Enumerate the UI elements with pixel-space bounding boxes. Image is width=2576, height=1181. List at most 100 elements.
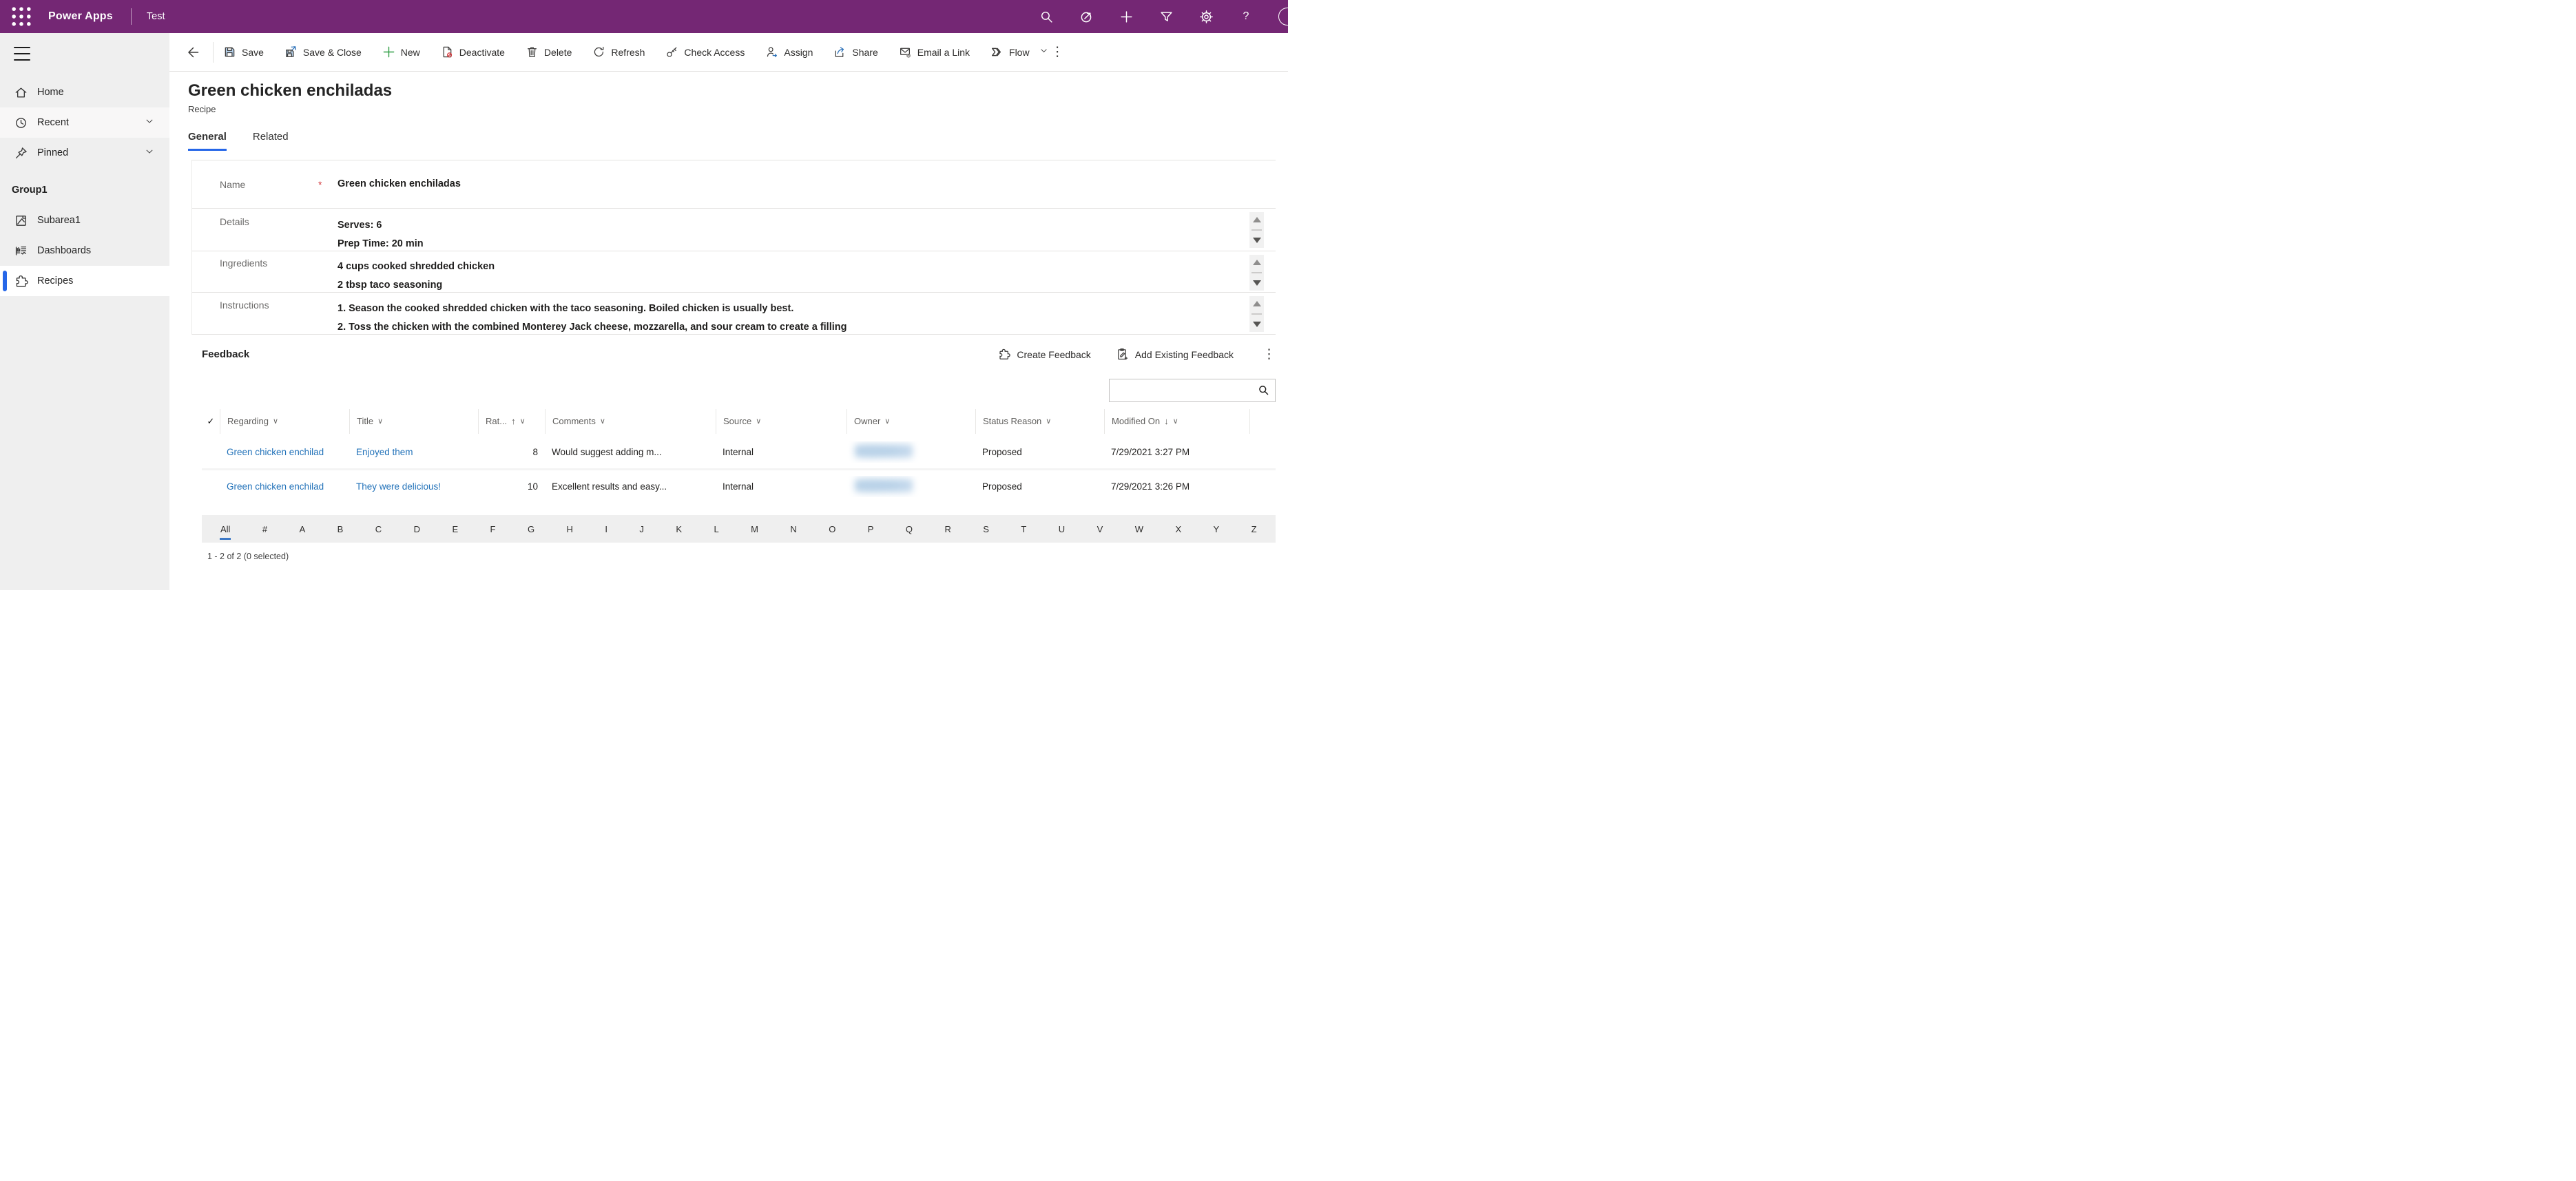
feedback-row[interactable]: Green chicken enchilad They were deliciou… bbox=[202, 468, 1276, 503]
scroll-up-icon[interactable] bbox=[1252, 217, 1261, 222]
jump-to-s[interactable]: S bbox=[983, 523, 989, 534]
delete-button[interactable]: Delete bbox=[526, 45, 572, 59]
column-header-regarding[interactable]: Regarding ∨ bbox=[220, 408, 349, 434]
jump-to-n[interactable]: N bbox=[790, 523, 797, 534]
sidebar-item-dashboards[interactable]: Dashboards bbox=[0, 236, 169, 266]
feedback-overflow-icon[interactable]: ⋮ bbox=[1263, 347, 1276, 362]
back-arrow-icon[interactable] bbox=[181, 41, 205, 64]
launch-compass-icon[interactable] bbox=[1079, 9, 1094, 24]
flow-chevron-down-icon[interactable] bbox=[1039, 46, 1048, 59]
scroll-up-icon[interactable] bbox=[1252, 301, 1261, 306]
tab-general[interactable]: General bbox=[188, 131, 227, 151]
name-field-value[interactable]: Green chicken enchiladas bbox=[337, 178, 461, 189]
column-header-comments[interactable]: Comments ∨ bbox=[545, 408, 716, 434]
jump-to-w[interactable]: W bbox=[1134, 523, 1143, 534]
jump-to-j[interactable]: J bbox=[639, 523, 644, 534]
column-header-rat-[interactable]: Rat... ↑ ∨ bbox=[478, 408, 545, 434]
share-button[interactable]: Share bbox=[833, 45, 878, 59]
email-link-button[interactable]: Email a Link bbox=[899, 45, 970, 59]
sidebar-item-pinned[interactable]: Pinned bbox=[0, 138, 169, 168]
title-link[interactable]: They were delicious! bbox=[356, 481, 442, 492]
add-existing-feedback-button[interactable]: Add Existing Feedback bbox=[1116, 348, 1234, 361]
jump-to-q[interactable]: Q bbox=[905, 523, 913, 534]
refresh-button[interactable]: Refresh bbox=[592, 45, 645, 59]
feedback-row[interactable]: Green chicken enchilad Enjoyed them 8 Would… bbox=[202, 434, 1276, 468]
tab-related[interactable]: Related bbox=[252, 131, 289, 143]
jump-to-v[interactable]: V bbox=[1097, 523, 1103, 534]
jump-to-i[interactable]: I bbox=[605, 523, 607, 534]
search-icon[interactable] bbox=[1257, 384, 1270, 400]
sidebar-item-recent[interactable]: Recent bbox=[0, 107, 169, 138]
column-header-title[interactable]: Title ∨ bbox=[349, 408, 478, 434]
deactivate-button[interactable]: Deactivate bbox=[441, 45, 505, 59]
jump-to-a[interactable]: A bbox=[299, 523, 306, 534]
instructions-scroll-stepper[interactable] bbox=[1249, 296, 1264, 332]
jump-to-r[interactable]: R bbox=[944, 523, 951, 534]
sidebar-item-recipes[interactable]: Recipes bbox=[0, 266, 169, 296]
settings-gear-icon[interactable] bbox=[1198, 9, 1214, 24]
create-feedback-button[interactable]: Create Feedback bbox=[997, 348, 1091, 361]
general-form: Name * Green chicken enchiladas Details … bbox=[191, 160, 1276, 335]
column-header-modified-on[interactable]: Modified On ↓ ∨ bbox=[1104, 408, 1250, 434]
dashboards-icon bbox=[14, 244, 28, 258]
scroll-down-icon[interactable] bbox=[1252, 238, 1261, 243]
jump-to-c[interactable]: C bbox=[375, 523, 382, 534]
column-header-source[interactable]: Source ∨ bbox=[716, 408, 846, 434]
sidebar-item-subarea1[interactable]: Subarea1 bbox=[0, 205, 169, 236]
regarding-link[interactable]: Green chicken enchilad bbox=[227, 481, 324, 492]
jump-to-y[interactable]: Y bbox=[1213, 523, 1220, 534]
jump-to-u[interactable]: U bbox=[1058, 523, 1066, 534]
jump-to-k[interactable]: K bbox=[676, 523, 682, 534]
quick-create-plus-icon[interactable] bbox=[1119, 9, 1134, 24]
assign-person-icon bbox=[767, 47, 778, 58]
jump-to-m[interactable]: M bbox=[751, 523, 758, 534]
column-header-status-reason[interactable]: Status Reason ∨ bbox=[975, 408, 1104, 434]
new-button[interactable]: New bbox=[382, 45, 420, 59]
column-header-owner[interactable]: Owner ∨ bbox=[846, 408, 975, 434]
details-scroll-stepper[interactable] bbox=[1249, 212, 1264, 248]
jump-to-t[interactable]: T bbox=[1021, 523, 1027, 534]
title-link[interactable]: Enjoyed them bbox=[356, 447, 413, 457]
assign-button[interactable]: Assign bbox=[765, 45, 813, 59]
save-button[interactable]: Save bbox=[223, 45, 264, 59]
instructions-field-value[interactable]: 1. Season the cooked shredded chicken wi… bbox=[337, 303, 847, 333]
flow-button[interactable]: Flow bbox=[990, 45, 1030, 59]
save-and-close-button[interactable]: Save & Close bbox=[284, 45, 362, 59]
details-field-value[interactable]: Serves: 6 Prep Time: 20 min bbox=[337, 220, 424, 249]
scroll-down-icon[interactable] bbox=[1252, 322, 1261, 327]
ingredients-scroll-stepper[interactable] bbox=[1249, 255, 1264, 291]
jump-to-z[interactable]: Z bbox=[1251, 523, 1257, 534]
check-access-button[interactable]: Check Access bbox=[665, 45, 745, 59]
help-icon[interactable]: ? bbox=[1243, 10, 1249, 22]
scroll-up-icon[interactable] bbox=[1252, 260, 1261, 265]
account-avatar[interactable] bbox=[1278, 6, 1288, 27]
jump-to-g[interactable]: G bbox=[527, 523, 535, 534]
jump-to-x[interactable]: X bbox=[1175, 523, 1182, 534]
chevron-down-icon[interactable] bbox=[145, 147, 154, 159]
command-overflow-icon[interactable]: ⋮ bbox=[1050, 45, 1064, 59]
regarding-link[interactable]: Green chicken enchilad bbox=[227, 447, 324, 457]
scroll-down-icon[interactable] bbox=[1252, 280, 1261, 286]
jump-to-l[interactable]: L bbox=[714, 523, 719, 534]
app-launcher-waffle-icon[interactable] bbox=[10, 5, 33, 28]
pin-icon bbox=[14, 146, 28, 160]
select-all-check-icon[interactable]: ✓ bbox=[207, 415, 215, 426]
jump-to-h[interactable]: H bbox=[566, 523, 573, 534]
sitemap-hamburger-icon[interactable] bbox=[14, 47, 30, 61]
ingredients-field-value[interactable]: 4 cups cooked shredded chicken 2 tbsp tac… bbox=[337, 261, 495, 291]
jump-to-p[interactable]: P bbox=[867, 523, 874, 534]
current-app-name[interactable]: Test bbox=[146, 11, 165, 22]
jump-to-b[interactable]: B bbox=[337, 523, 344, 534]
jump-to-all[interactable]: All bbox=[220, 519, 231, 540]
jump-to-number[interactable]: # bbox=[262, 523, 268, 534]
jump-to-d[interactable]: D bbox=[413, 523, 420, 534]
brand-powerapps[interactable]: Power Apps bbox=[48, 10, 113, 22]
sidebar-item-home[interactable]: Home bbox=[0, 77, 169, 107]
feedback-search-input[interactable] bbox=[1109, 379, 1276, 402]
chevron-down-icon[interactable] bbox=[145, 116, 154, 129]
jump-to-f[interactable]: F bbox=[490, 523, 496, 534]
jump-to-o[interactable]: O bbox=[829, 523, 836, 534]
jump-to-e[interactable]: E bbox=[452, 523, 459, 534]
search-icon[interactable] bbox=[1039, 9, 1054, 24]
filter-funnel-icon[interactable] bbox=[1159, 9, 1174, 24]
